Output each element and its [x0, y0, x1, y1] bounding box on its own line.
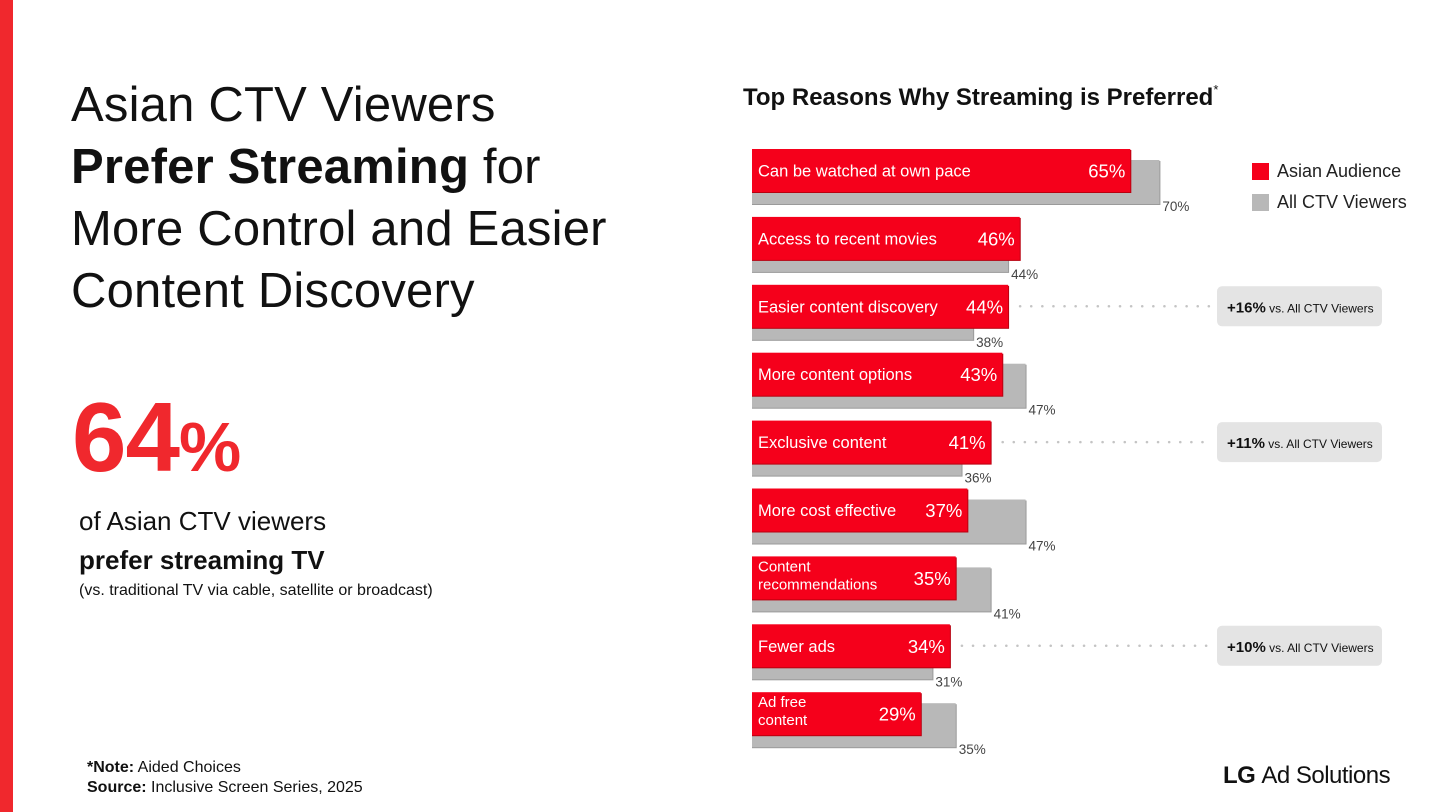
stat-caption-3: (vs. traditional TV via cable, satellite… — [79, 582, 433, 599]
stat-caption-2: prefer streaming TV — [79, 545, 325, 575]
bar-asian — [752, 556, 956, 600]
title-bold-phrase: Prefer Streaming — [71, 140, 470, 194]
value-label-asian: 29% — [879, 704, 916, 725]
brand-logo: LG Ad Solutions — [1223, 762, 1391, 790]
category-label: Ad free — [758, 694, 806, 711]
source-text: Inclusive Screen Series, 2025 — [146, 779, 363, 796]
value-label-all-ctv: 35% — [959, 742, 986, 757]
big-stat-number: 64 — [72, 382, 180, 492]
value-label-all-ctv: 47% — [1029, 403, 1056, 418]
value-label-asian: 65% — [1088, 161, 1125, 182]
logo-lg: LG — [1223, 762, 1256, 789]
title-line-2: Prefer Streaming for — [71, 136, 671, 198]
value-label-asian: 44% — [966, 296, 1003, 317]
source-label: Source: — [87, 779, 147, 796]
big-stat-percent: % — [179, 408, 242, 486]
bar-asian — [752, 420, 991, 464]
value-label-all-ctv: 70% — [1162, 199, 1189, 214]
chart-title: Top Reasons Why Streaming is Preferred* — [743, 82, 1219, 112]
bar-asian — [752, 488, 968, 532]
source-line: Source: Inclusive Screen Series, 2025 — [87, 778, 363, 798]
category-label: Access to recent movies — [758, 230, 937, 248]
category-label: Exclusive content — [758, 434, 887, 452]
footnote: *Note: Aided Choices Source: Inclusive S… — [87, 758, 363, 798]
value-label-asian: 46% — [978, 228, 1015, 249]
note-label: *Note: — [87, 759, 135, 776]
chart-legend: Asian Audience All CTV Viewers — [1252, 156, 1407, 218]
legend-item-asian: Asian Audience — [1252, 156, 1407, 187]
category-label: Easier content discovery — [758, 298, 939, 316]
note-line: *Note: Aided Choices — [87, 758, 363, 778]
big-stat: 64% — [72, 388, 241, 486]
bar-asian — [752, 692, 921, 736]
category-label: More cost effective — [758, 502, 896, 520]
bar-asian — [752, 149, 1131, 192]
value-label-all-ctv: 41% — [994, 606, 1021, 621]
title-line-3: More Control and Easier — [71, 202, 607, 256]
legend-label-all: All CTV Viewers — [1277, 192, 1407, 212]
value-label-all-ctv: 44% — [1011, 267, 1038, 282]
category-label: Content — [758, 558, 811, 575]
difference-value: +11% — [1227, 435, 1265, 452]
page-title: Asian CTV Viewers Prefer Streaming for M… — [71, 74, 671, 322]
difference-value: +16% — [1227, 299, 1266, 316]
title-line-2-rest: for — [469, 140, 541, 194]
difference-badge — [1217, 286, 1382, 327]
category-label: recommendations — [758, 576, 877, 593]
stat-caption-1: of Asian CTV viewers — [79, 506, 327, 536]
bar-asian — [752, 352, 1003, 396]
value-label-asian: 43% — [960, 364, 997, 385]
value-label-asian: 35% — [914, 568, 951, 589]
category-label: content — [758, 712, 808, 729]
value-label-all-ctv: 31% — [935, 674, 962, 689]
value-label-all-ctv: 36% — [965, 471, 992, 486]
difference-caption: vs. All CTV Viewers — [1266, 301, 1374, 315]
category-label: Can be watched at own pace — [758, 163, 971, 181]
value-label-asian: 34% — [908, 636, 945, 657]
difference-badge-text: +16% vs. All CTV Viewers — [1227, 299, 1374, 316]
legend-swatch-all — [1252, 194, 1269, 211]
difference-value: +10% — [1227, 639, 1266, 656]
title-line-4: Content Discovery — [71, 264, 475, 318]
difference-caption: vs. All CTV Viewers — [1265, 437, 1373, 451]
value-label-all-ctv: 38% — [976, 335, 1003, 350]
difference-badge-text: +11% vs. All CTV Viewers — [1227, 435, 1373, 452]
legend-item-all: All CTV Viewers — [1252, 187, 1407, 218]
value-label-asian: 37% — [925, 500, 962, 521]
difference-badge-text: +10% vs. All CTV Viewers — [1227, 639, 1374, 656]
legend-swatch-asian — [1252, 163, 1269, 180]
chart-title-text: Top Reasons Why Streaming is Preferred — [743, 84, 1214, 111]
category-label: More content options — [758, 366, 912, 384]
accent-strip — [0, 0, 13, 812]
logo-rest: Ad Solutions — [1261, 762, 1391, 789]
chart-title-marker: * — [1213, 82, 1219, 97]
bar-asian — [752, 624, 950, 668]
bar-asian — [752, 284, 1009, 328]
legend-label-asian: Asian Audience — [1277, 161, 1402, 181]
value-label-asian: 41% — [949, 432, 986, 453]
bar-asian — [752, 216, 1020, 260]
title-line-1: Asian CTV Viewers — [71, 78, 496, 132]
difference-caption: vs. All CTV Viewers — [1266, 641, 1374, 655]
difference-badge — [1217, 625, 1382, 666]
category-label: Fewer ads — [758, 638, 835, 656]
note-text: Aided Choices — [134, 759, 241, 776]
value-label-all-ctv: 47% — [1029, 539, 1056, 554]
difference-badge — [1217, 422, 1382, 463]
